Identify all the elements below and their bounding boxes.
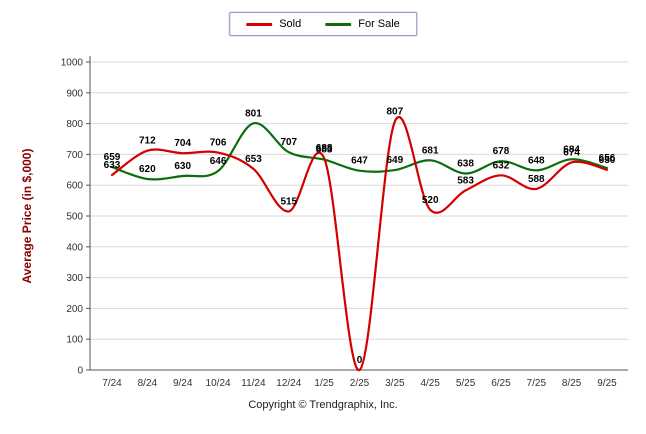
data-label: 0 (357, 355, 363, 366)
data-label: 681 (422, 145, 439, 156)
legend-label-for-sale: For Sale (358, 18, 400, 30)
legend-label-sold: Sold (279, 18, 302, 30)
data-label: 649 (387, 155, 404, 166)
y-tick-label: 0 (77, 366, 83, 377)
x-tick-label: 3/25 (385, 378, 405, 389)
data-label: 646 (210, 156, 227, 167)
x-tick-label: 7/25 (527, 378, 547, 389)
legend-item-sold: Sold (246, 18, 301, 30)
data-label: 588 (528, 174, 545, 185)
x-tick-label: 5/25 (456, 378, 476, 389)
data-label: 647 (351, 156, 368, 167)
data-label: 707 (280, 137, 297, 148)
data-label: 638 (457, 158, 474, 169)
data-label: 684 (563, 144, 580, 155)
y-tick-label: 200 (66, 304, 83, 315)
x-tick-label: 2/25 (350, 378, 370, 389)
data-label: 674 (563, 147, 580, 158)
sold-line-swatch (246, 22, 273, 26)
data-label: 706 (210, 138, 227, 149)
data-label: 712 (139, 136, 156, 147)
copyright: Copyright © Trendgraphix, Inc. (248, 399, 398, 411)
x-tick-label: 6/25 (491, 378, 511, 389)
data-label: 633 (104, 160, 121, 171)
legend-item-for-sale: For Sale (325, 18, 400, 30)
legend: Sold For Sale (229, 12, 417, 36)
x-tick-label: 8/24 (138, 378, 158, 389)
data-label: 520 (422, 195, 439, 206)
data-label: 801 (245, 108, 262, 119)
data-label: 632 (493, 160, 510, 171)
y-tick-label: 1000 (61, 58, 84, 69)
data-label: 688 (316, 143, 333, 154)
for-sale-line-swatch (325, 22, 352, 26)
data-label: 650 (599, 155, 616, 166)
x-tick-label: 11/24 (241, 378, 266, 389)
x-tick-label: 9/25 (597, 378, 617, 389)
series-line-for-sale (110, 122, 609, 181)
data-label: 630 (174, 161, 191, 172)
y-tick-label: 300 (66, 273, 83, 284)
data-label: 678 (493, 146, 510, 157)
series-line-sold (110, 116, 609, 372)
data-label: 515 (280, 196, 297, 207)
x-tick-label: 4/25 (420, 378, 440, 389)
data-label: 807 (387, 106, 404, 117)
data-label: 583 (457, 175, 474, 186)
data-label: 683 (316, 145, 333, 156)
data-label: 653 (245, 154, 262, 165)
data-label: 620 (139, 164, 156, 175)
data-label: 656 (599, 153, 616, 164)
y-tick-label: 900 (66, 88, 83, 99)
x-tick-label: 12/24 (276, 378, 301, 389)
x-tick-label: 7/24 (102, 378, 122, 389)
y-tick-label: 700 (66, 150, 83, 161)
x-tick-label: 1/25 (314, 378, 334, 389)
y-tick-label: 100 (66, 335, 83, 346)
x-tick-label: 10/24 (206, 378, 231, 389)
y-tick-label: 800 (66, 119, 83, 130)
y-tick-label: 500 (66, 212, 83, 223)
x-tick-label: 9/24 (173, 378, 193, 389)
y-tick-label: 400 (66, 242, 83, 253)
data-label: 659 (104, 152, 121, 163)
data-label: 704 (174, 138, 191, 149)
y-tick-label: 600 (66, 181, 83, 192)
x-tick-label: 8/25 (562, 378, 582, 389)
data-label: 648 (528, 155, 545, 166)
